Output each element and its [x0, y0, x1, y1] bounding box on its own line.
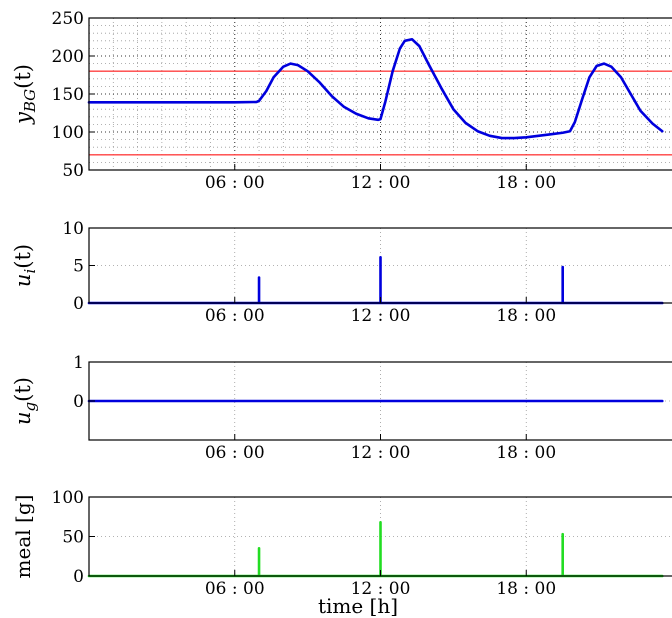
ytick-label: 250 — [52, 9, 84, 29]
panel-3: 0 1 06 : 00 12 : 00 18 : 00 ug(t) — [11, 353, 672, 463]
ylabel-panel-4: meal [g] — [11, 495, 35, 579]
ytick-label: 1 — [73, 353, 84, 373]
panel-1: 50 100 150 200 250 06 : 00 12 : 00 18 : 00 yBG(t… — [11, 9, 672, 193]
ylabel-panel-2: ui(t) — [11, 244, 39, 287]
series-line-1 — [87, 37, 664, 140]
xtick-label: 12 : 00 — [351, 443, 411, 463]
ylabel-panel-3: ug(t) — [11, 377, 39, 425]
xtick-label: 18 : 00 — [496, 306, 556, 326]
grid-panel-3 — [89, 361, 672, 440]
xtick-label: 18 : 00 — [496, 443, 556, 463]
ylabel-panel-1: yBG(t) — [11, 64, 39, 125]
ytick-label: 5 — [73, 257, 84, 277]
xtick-label: 18 : 00 — [496, 579, 556, 599]
series-line-1 — [87, 520, 664, 578]
ytick-label: 0 — [73, 294, 84, 314]
ytick-label: 100 — [52, 488, 84, 508]
xtick-label: 06 : 00 — [205, 173, 265, 193]
series-line-1 — [87, 255, 664, 305]
panel-2: 0 5 10 06 : 00 12 : 00 18 : 00 ui(t) — [11, 219, 672, 326]
xtick-label: 12 : 00 — [351, 306, 411, 326]
ytick-label: 0 — [73, 392, 84, 412]
ytick-label: 100 — [52, 123, 84, 143]
grid-panel-2 — [89, 227, 672, 304]
ytick-label: 10 — [62, 219, 84, 239]
ytick-label: 0 — [73, 567, 84, 587]
ytick-label: 50 — [62, 161, 84, 181]
ytick-label: 150 — [52, 85, 84, 105]
xtick-label: 12 : 00 — [351, 173, 411, 193]
xlabel-time: time [h] — [318, 594, 398, 618]
ytick-label: 50 — [62, 528, 84, 548]
xtick-label: 06 : 00 — [205, 443, 265, 463]
xtick-label: 06 : 00 — [205, 579, 265, 599]
xtick-label: 18 : 00 — [496, 173, 556, 193]
major-grid-panel-1 — [89, 17, 672, 171]
xtick-label: 12 : 00 — [351, 579, 411, 599]
panel-4: 0 50 100 06 : 00 12 : 00 18 : 00 meal [g] — [11, 488, 672, 599]
ytick-label: 200 — [52, 47, 84, 67]
xtick-label: 06 : 00 — [205, 306, 265, 326]
